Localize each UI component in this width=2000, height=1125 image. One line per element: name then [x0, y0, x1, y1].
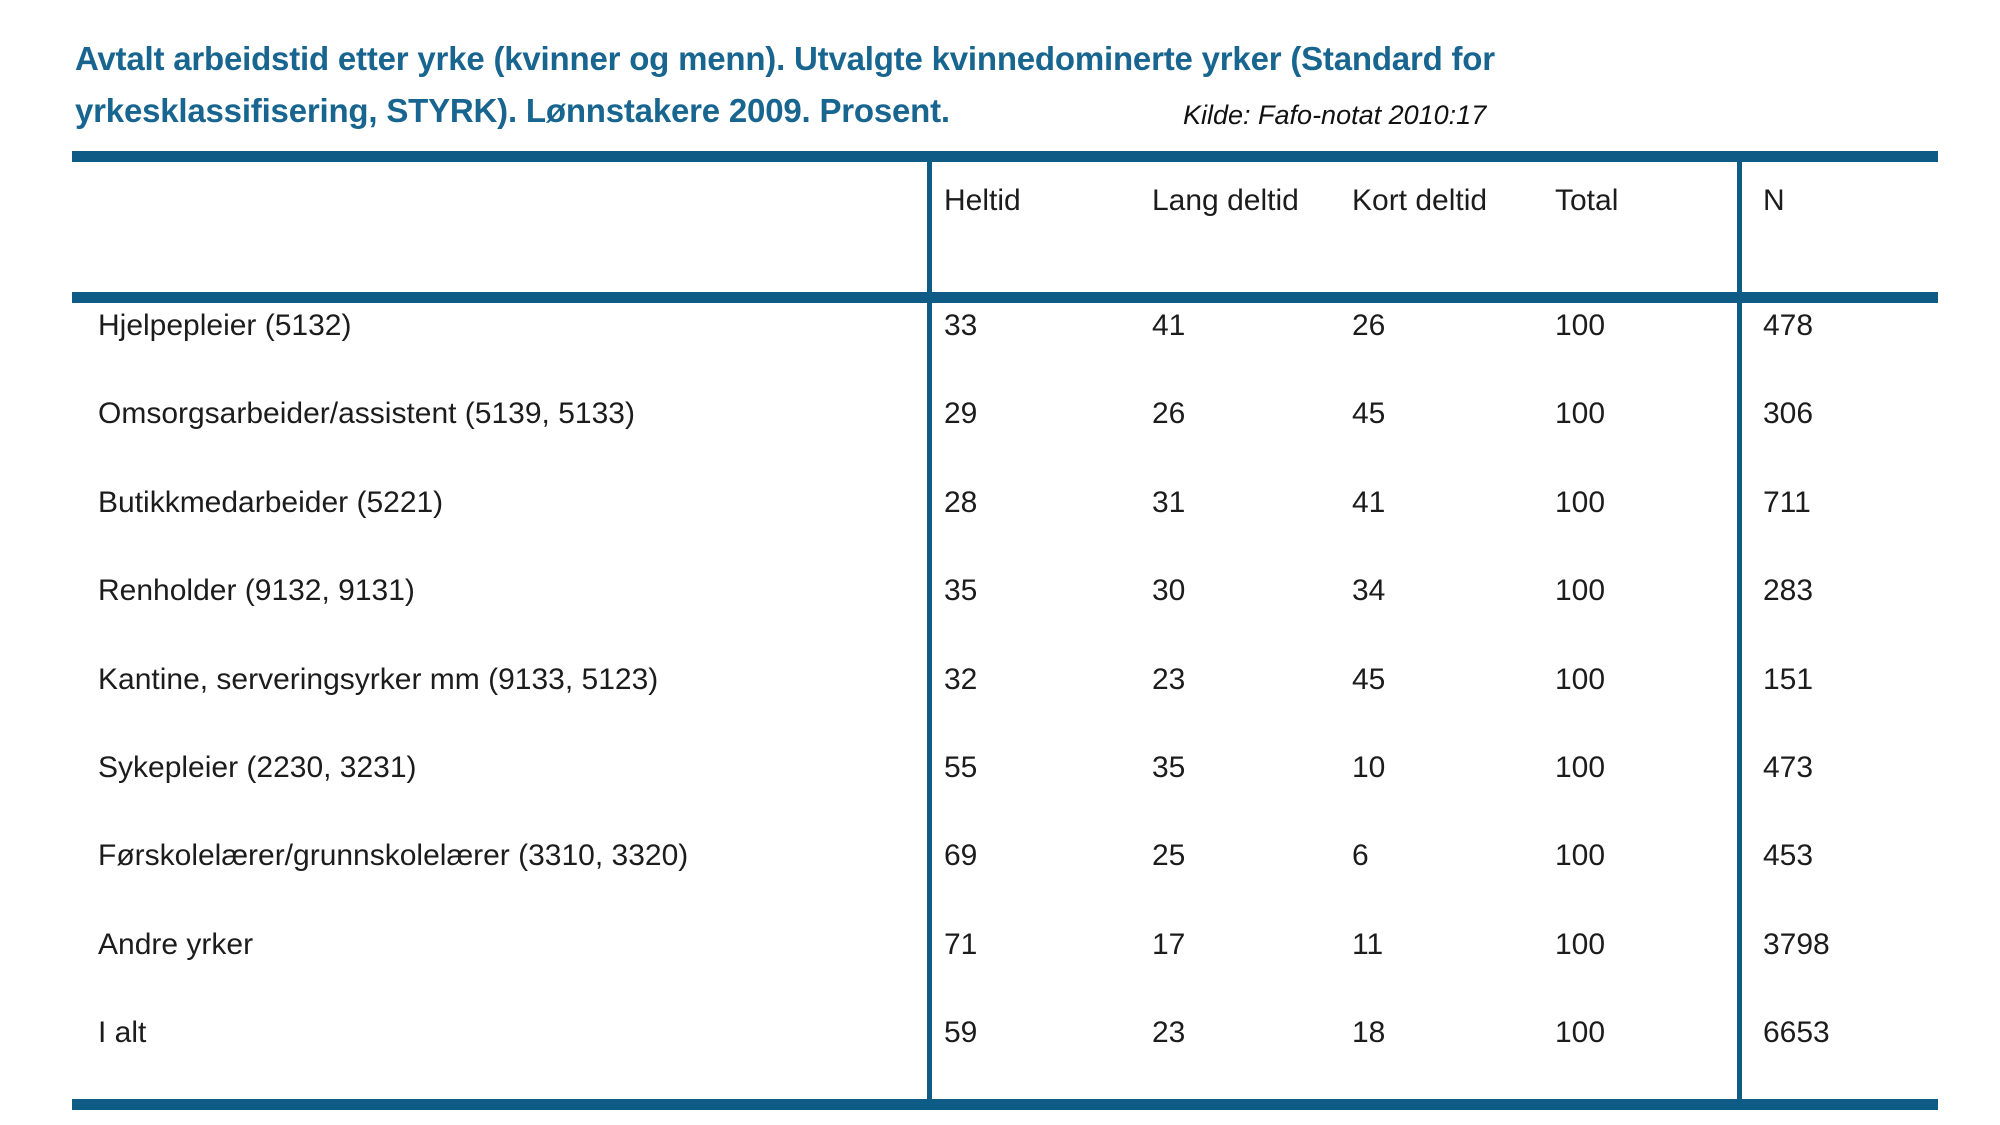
table-bottom-border [72, 1098, 1938, 1110]
row-label: Sykepleier (2230, 3231) [98, 750, 417, 784]
cell-value: 59 [944, 1016, 978, 1050]
table-row: Andre yrker 71 17 11 100 3798 [72, 922, 1938, 1010]
cell-value: 28 [944, 485, 978, 519]
cell-value: 26 [1152, 397, 1186, 431]
cell-value: 18 [1352, 1016, 1386, 1050]
cell-value: 100 [1555, 1016, 1606, 1050]
table-row: I alt 59 23 18 100 6653 [72, 1010, 1938, 1098]
page-title-line2: yrkesklassifisering, STYRK). Lønnstakere… [75, 92, 950, 129]
cell-value: 32 [944, 662, 978, 696]
row-label: Butikkmedarbeider (5221) [98, 485, 444, 519]
cell-value: 11 [1352, 927, 1384, 961]
cell-value: 33 [944, 309, 978, 342]
cell-value: 100 [1555, 927, 1606, 961]
cell-value: 31 [1152, 485, 1186, 519]
table-header-row: Heltid Lang deltid Kort deltid Total N [72, 162, 1938, 292]
cell-value: 34 [1352, 574, 1386, 608]
page-title: Avtalt arbeidstid etter yrke (kvinner og… [75, 33, 1775, 137]
cell-value: 151 [1763, 662, 1814, 696]
cell-value: 306 [1763, 397, 1814, 431]
row-label: Kantine, serveringsyrker mm (9133, 5123) [98, 662, 659, 696]
table-vertical-divider-right [1737, 151, 1742, 1110]
cell-value: 100 [1555, 574, 1606, 608]
cell-value: 100 [1555, 309, 1606, 342]
table-vertical-divider-left [927, 151, 932, 1110]
cell-value: 100 [1555, 750, 1606, 784]
data-table: Heltid Lang deltid Kort deltid Total N H… [72, 151, 1938, 1110]
table-row: Renholder (9132, 9131) 35 30 34 100 283 [72, 568, 1938, 656]
cell-value: 35 [1152, 750, 1186, 784]
row-label: Førskolelærer/grunnskolelærer (3310, 332… [98, 839, 689, 873]
column-header-heltid: Heltid [944, 184, 1021, 217]
table-row: Omsorgsarbeider/assistent (5139, 5133) 2… [72, 391, 1938, 479]
table-header-separator [72, 292, 1938, 303]
cell-value: 283 [1763, 574, 1814, 608]
cell-value: 100 [1555, 397, 1606, 431]
table-body: Hjelpepleier (5132) 33 41 26 100 478 Oms… [72, 303, 1938, 1099]
cell-value: 100 [1555, 839, 1606, 873]
row-label: I alt [98, 1016, 147, 1050]
table-top-border [72, 151, 1938, 162]
cell-value: 6 [1352, 839, 1369, 873]
column-header-total: Total [1555, 184, 1619, 217]
cell-value: 100 [1555, 662, 1606, 696]
cell-value: 23 [1152, 1016, 1186, 1050]
cell-value: 23 [1152, 662, 1186, 696]
column-header-lang-deltid: Lang deltid [1152, 184, 1299, 217]
table-row: Førskolelærer/grunnskolelærer (3310, 332… [72, 833, 1938, 921]
cell-value: 3798 [1763, 927, 1830, 961]
row-label: Omsorgsarbeider/assistent (5139, 5133) [98, 397, 635, 431]
cell-value: 41 [1152, 309, 1186, 342]
page-title-line1: Avtalt arbeidstid etter yrke (kvinner og… [75, 40, 1495, 77]
cell-value: 45 [1352, 662, 1386, 696]
table-row: Kantine, serveringsyrker mm (9133, 5123)… [72, 657, 1938, 745]
cell-value: 55 [944, 750, 978, 784]
column-header-n: N [1763, 184, 1785, 217]
cell-value: 17 [1152, 927, 1186, 961]
row-label: Renholder (9132, 9131) [98, 574, 415, 608]
cell-value: 45 [1352, 397, 1386, 431]
cell-value: 100 [1555, 485, 1606, 519]
cell-value: 10 [1352, 750, 1386, 784]
cell-value: 473 [1763, 750, 1814, 784]
table-row: Sykepleier (2230, 3231) 55 35 10 100 473 [72, 745, 1938, 833]
cell-value: 711 [1763, 485, 1811, 519]
cell-value: 71 [944, 927, 978, 961]
cell-value: 6653 [1763, 1016, 1830, 1050]
cell-value: 30 [1152, 574, 1186, 608]
table-row: Hjelpepleier (5132) 33 41 26 100 478 [72, 303, 1938, 391]
cell-value: 69 [944, 839, 978, 873]
cell-value: 35 [944, 574, 978, 608]
cell-value: 29 [944, 397, 978, 431]
row-label: Andre yrker [98, 927, 254, 961]
row-label: Hjelpepleier (5132) [98, 309, 352, 342]
cell-value: 453 [1763, 839, 1814, 873]
cell-value: 478 [1763, 309, 1814, 342]
cell-value: 41 [1352, 485, 1386, 519]
table-row: Butikkmedarbeider (5221) 28 31 41 100 71… [72, 480, 1938, 568]
source-note: Kilde: Fafo-notat 2010:17 [1183, 100, 1487, 130]
column-header-kort-deltid: Kort deltid [1352, 184, 1488, 217]
cell-value: 26 [1352, 309, 1386, 342]
cell-value: 25 [1152, 839, 1186, 873]
